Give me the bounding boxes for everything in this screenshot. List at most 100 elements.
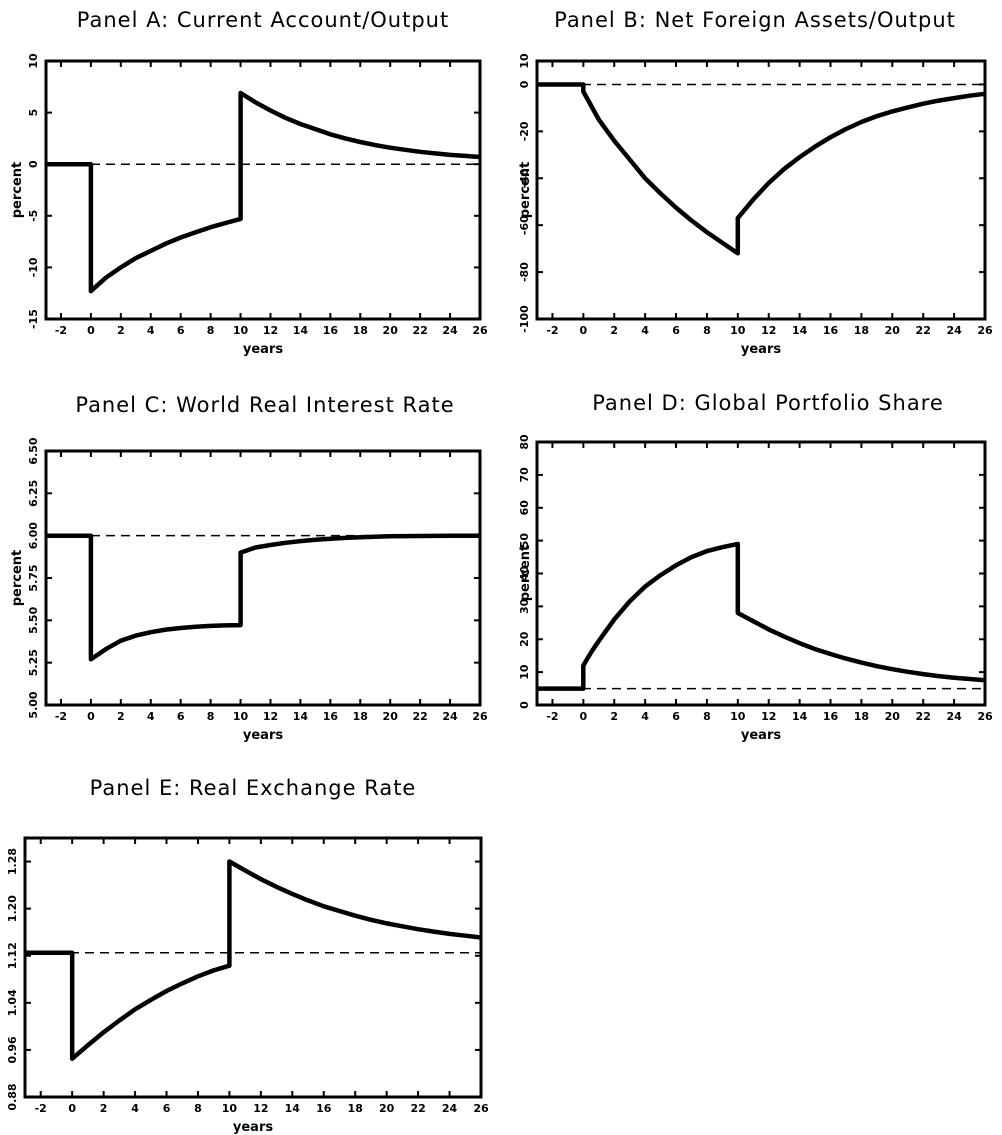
- x-tick-label: 20: [885, 324, 901, 337]
- x-tick-label: -2: [55, 710, 67, 723]
- x-tick-label: 4: [131, 1102, 139, 1115]
- y-tick-label: 10: [27, 53, 40, 69]
- plot-frame: [44, 449, 482, 707]
- x-tick-label: 0: [68, 1102, 76, 1115]
- y-tick-label: 30: [518, 598, 531, 614]
- series-line: [25, 859, 482, 1061]
- x-tick-label: 26: [472, 710, 488, 723]
- x-tick-label: -2: [35, 1102, 47, 1115]
- x-tick-label: 16: [323, 710, 339, 723]
- x-axis-label: years: [741, 342, 781, 357]
- series-line: [46, 90, 481, 294]
- x-tick-label: 2: [117, 710, 125, 723]
- x-tick-label: 6: [177, 324, 185, 337]
- series-line: [46, 533, 481, 662]
- x-tick-label: 20: [379, 1102, 395, 1115]
- y-tick-label: -100: [518, 305, 531, 333]
- x-axis-label: years: [243, 728, 283, 743]
- x-tick-label: 16: [823, 324, 839, 337]
- x-tick-label: 10: [233, 710, 249, 723]
- x-tick-label: -2: [55, 324, 67, 337]
- x-tick-label: 6: [163, 1102, 171, 1115]
- y-tick-label: -15: [27, 309, 40, 329]
- x-tick-label: 22: [412, 324, 427, 337]
- x-tick-label: 26: [472, 324, 488, 337]
- panel-b: Panel B: Net Foreign Assets/Output-2 0 2 4 6…: [518, 8, 993, 357]
- x-tick-label: 12: [253, 1102, 268, 1115]
- x-tick-label: 10: [222, 1102, 238, 1115]
- x-tick-label: 12: [263, 710, 278, 723]
- x-tick-label: 18: [353, 710, 368, 723]
- y-tick-label: 5.25: [27, 649, 40, 676]
- y-tick-label: -40: [518, 168, 531, 188]
- x-tick-label: 24: [946, 324, 962, 337]
- x-tick-label: 10: [730, 710, 746, 723]
- y-tick-label: 0.96: [6, 1036, 19, 1063]
- x-tick-label: 18: [854, 710, 869, 723]
- x-tick-label: 8: [703, 324, 711, 337]
- y-tick-label: 6.00: [27, 522, 40, 549]
- x-tick-label: 24: [946, 710, 962, 723]
- y-tick-label: 0: [518, 80, 531, 88]
- y-tick-label: 0.88: [6, 1083, 19, 1110]
- x-tick-label: 22: [412, 710, 427, 723]
- panel-title: Panel A: Current Account/Output: [77, 8, 449, 32]
- x-tick-label: 24: [442, 324, 458, 337]
- x-tick-label: 0: [580, 324, 588, 337]
- x-tick-label: 20: [383, 324, 399, 337]
- x-tick-label: 20: [885, 710, 901, 723]
- x-tick-label: 6: [672, 710, 680, 723]
- panel-d: Panel D: Global Portfolio Share-2 0 2 4 6 8 10…: [518, 391, 993, 743]
- x-tick-label: 22: [916, 324, 931, 337]
- panel-title: Panel C: World Real Interest Rate: [75, 393, 454, 417]
- y-tick-label: -80: [518, 262, 531, 282]
- y-tick-label: -20: [518, 121, 531, 141]
- x-tick-label: 26: [977, 710, 993, 723]
- panel-c: Panel C: World Real Interest Rate-2 0 2 4 6 8…: [10, 393, 488, 743]
- x-tick-label: 2: [100, 1102, 108, 1115]
- x-tick-label: 16: [316, 1102, 332, 1115]
- y-tick-label: 1.20: [6, 895, 19, 922]
- y-tick-label: 70: [518, 467, 531, 483]
- y-axis-label: percent: [518, 545, 533, 602]
- x-axis-label: years: [741, 728, 781, 743]
- x-tick-label: -2: [546, 324, 558, 337]
- x-tick-label: 10: [730, 324, 746, 337]
- y-tick-label: 5.75: [27, 564, 40, 591]
- series-line: [537, 541, 986, 691]
- x-tick-label: -2: [546, 710, 558, 723]
- x-tick-label: 2: [610, 324, 618, 337]
- x-tick-label: 14: [792, 710, 808, 723]
- y-tick-label: 6.50: [27, 437, 40, 464]
- x-tick-label: 14: [293, 324, 309, 337]
- x-tick-label: 2: [117, 324, 125, 337]
- x-tick-label: 6: [672, 324, 680, 337]
- panel-title: Panel B: Net Foreign Assets/Output: [554, 8, 956, 32]
- x-tick-label: 12: [263, 324, 278, 337]
- y-tick-label: 40: [518, 566, 531, 582]
- y-tick-label: -10: [27, 257, 40, 277]
- panel-title: Panel E: Real Exchange Rate: [90, 776, 417, 800]
- x-tick-label: 16: [323, 324, 339, 337]
- y-tick-label: 5.50: [27, 606, 40, 633]
- x-tick-label: 2: [610, 710, 618, 723]
- x-tick-label: 26: [977, 324, 993, 337]
- plot-frame: [44, 59, 482, 321]
- y-tick-label: 5: [27, 109, 40, 117]
- y-tick-label: 1.04: [6, 989, 19, 1016]
- x-tick-label: 6: [177, 710, 185, 723]
- y-tick-label: 0: [27, 160, 40, 168]
- y-tick-label: 10: [518, 53, 531, 69]
- x-tick-label: 4: [147, 710, 155, 723]
- x-axis-label: years: [233, 1120, 273, 1135]
- panel-a: Panel A: Current Account/Output-2 0 2 4 6 8 10…: [10, 8, 488, 357]
- x-tick-label: 4: [641, 710, 649, 723]
- x-tick-label: 18: [348, 1102, 363, 1115]
- y-tick-label: 50: [518, 533, 531, 549]
- x-tick-label: 8: [703, 710, 711, 723]
- x-tick-label: 14: [792, 324, 808, 337]
- panel-title: Panel D: Global Portfolio Share: [592, 391, 944, 415]
- x-tick-label: 12: [761, 710, 776, 723]
- y-axis-label: percent: [518, 162, 533, 219]
